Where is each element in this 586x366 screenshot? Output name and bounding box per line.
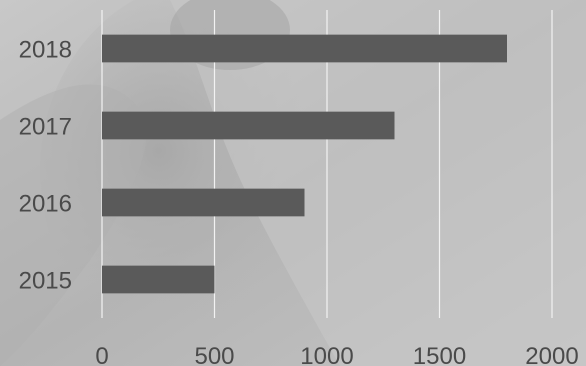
- x-axis-labels: 0 500 1000 1500 2000: [95, 343, 578, 366]
- x-tick-label: 0: [95, 343, 108, 366]
- x-tick-label: 500: [194, 343, 234, 366]
- x-tick-label: 2000: [525, 343, 578, 366]
- y-category-label: 2017: [19, 114, 72, 141]
- y-category-label: 2016: [19, 191, 72, 218]
- x-tick-label: 1500: [413, 343, 466, 366]
- bar-2016: [102, 188, 305, 217]
- bars: [102, 34, 507, 294]
- y-axis-labels: 2018 2017 2016 2015: [19, 37, 72, 295]
- bar-2015: [102, 265, 215, 294]
- y-category-label: 2015: [19, 268, 72, 295]
- bar-2017: [102, 111, 395, 140]
- bar-2018: [102, 34, 507, 63]
- y-category-label: 2018: [19, 37, 72, 64]
- x-tick-label: 1000: [300, 343, 353, 366]
